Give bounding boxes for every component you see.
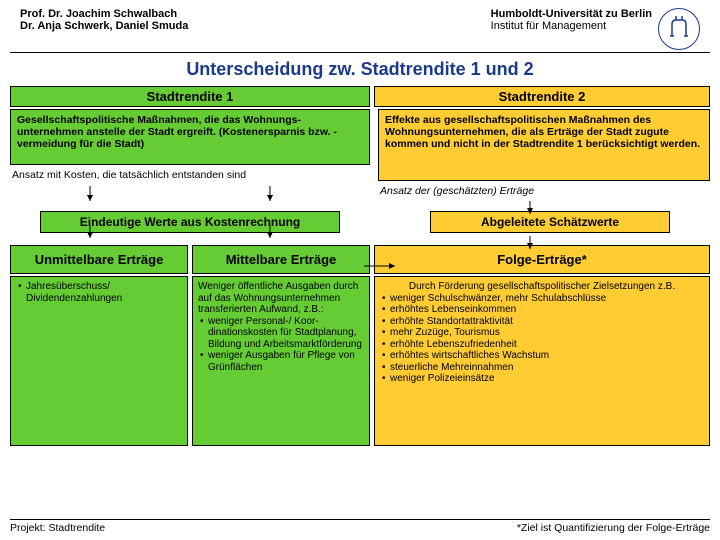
fol-item: erhöhte Lebenszufriedenheit bbox=[380, 339, 704, 351]
detail-fol: Durch Förderung gesellschaftspolitischer… bbox=[374, 276, 710, 446]
sr2-sub: Ansatz der (geschätzten) Erträge bbox=[380, 185, 710, 197]
mit-intro: Weniger öffentliche Ausgaben durch auf d… bbox=[198, 281, 364, 316]
fol-item: weniger Polizeieinsätze bbox=[380, 373, 704, 385]
fol-item: erhöhtes Lebenseinkommen bbox=[380, 304, 704, 316]
affiliation: Humboldt-Universität zu Berlin Institut … bbox=[491, 8, 700, 50]
ertrag-mit: Mittelbare Erträge bbox=[192, 245, 370, 274]
detail-unm: Jahresüberschuss/ Dividendenzahlungen bbox=[10, 276, 188, 446]
unm-item: Jahresüberschuss/ Dividendenzahlungen bbox=[16, 281, 182, 304]
sr1-desc: Gesellschaftspolitische Maßnahmen, die d… bbox=[10, 109, 370, 165]
fol-item: erhöhtes wirtschaftliches Wachstum bbox=[380, 350, 704, 362]
mit-item: weniger Personal-/ Koor­dinationskosten … bbox=[198, 316, 364, 351]
fol-item: mehr Zuzüge, Tourismus bbox=[380, 327, 704, 339]
fol-item: weniger Schulschwänzer, mehr Schulabschl… bbox=[380, 293, 704, 305]
university-logo-icon bbox=[658, 8, 700, 50]
mid-left: Eindeutige Werte aus Kostenrechnung bbox=[40, 211, 340, 233]
sr2-desc: Effekte aus gesellschaftspolitischen Maß… bbox=[378, 109, 710, 181]
footer-left: Projekt: Stadtrendite bbox=[10, 522, 105, 534]
fol-item: steuerliche Mehreinnahmen bbox=[380, 362, 704, 374]
footer-right: *Ziel ist Quantifizierung der Folge-Ertr… bbox=[517, 522, 710, 534]
sr1-sub: Ansatz mit Kosten, die tatsächlich entst… bbox=[12, 169, 370, 181]
slide-title: Unterscheidung zw. Stadtrendite 1 und 2 bbox=[0, 59, 720, 80]
university: Humboldt-Universität zu Berlin bbox=[491, 8, 652, 20]
institute: Institut für Management bbox=[491, 20, 652, 32]
fol-item: erhöhte Standortattraktivität bbox=[380, 316, 704, 328]
authors: Prof. Dr. Joachim Schwalbach Dr. Anja Sc… bbox=[20, 8, 188, 50]
author1: Prof. Dr. Joachim Schwalbach bbox=[20, 8, 188, 20]
slide-header: Prof. Dr. Joachim Schwalbach Dr. Anja Sc… bbox=[10, 0, 710, 53]
fol-intro: Durch Förderung gesellschaftspolitischer… bbox=[380, 281, 704, 293]
content-area: Stadtrendite 1 Stadtrendite 2 Gesellscha… bbox=[0, 86, 720, 446]
mit-item: weniger Ausgaben für Pflege von Grünfläc… bbox=[198, 350, 364, 373]
ertrag-fol: Folge-Erträge* bbox=[374, 245, 710, 274]
ertrag-unm: Unmittelbare Erträge bbox=[10, 245, 188, 274]
author2: Dr. Anja Schwerk, Daniel Smuda bbox=[20, 20, 188, 32]
slide-footer: Projekt: Stadtrendite *Ziel ist Quantifi… bbox=[10, 519, 710, 534]
sr1-header: Stadtrendite 1 bbox=[10, 86, 370, 107]
sr2-header: Stadtrendite 2 bbox=[374, 86, 710, 107]
mid-right: Abgeleitete Schätzwerte bbox=[430, 211, 670, 233]
detail-mit: Weniger öffentliche Ausgaben durch auf d… bbox=[192, 276, 370, 446]
